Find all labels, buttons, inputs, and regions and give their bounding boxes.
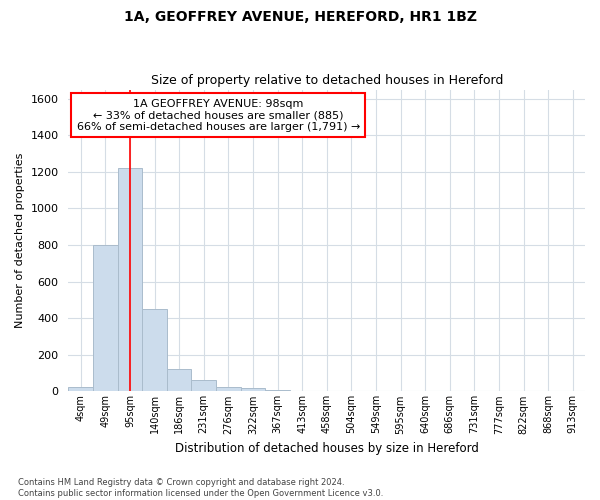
- Bar: [93, 245, 118, 392]
- Bar: [191, 380, 216, 392]
- Bar: [68, 388, 93, 392]
- Bar: [216, 387, 241, 392]
- Text: Contains HM Land Registry data © Crown copyright and database right 2024.
Contai: Contains HM Land Registry data © Crown c…: [18, 478, 383, 498]
- Bar: [142, 309, 167, 392]
- Bar: [118, 168, 142, 392]
- Bar: [265, 390, 290, 392]
- Bar: [241, 388, 265, 392]
- Bar: [167, 370, 191, 392]
- Title: Size of property relative to detached houses in Hereford: Size of property relative to detached ho…: [151, 74, 503, 87]
- Text: 1A, GEOFFREY AVENUE, HEREFORD, HR1 1BZ: 1A, GEOFFREY AVENUE, HEREFORD, HR1 1BZ: [124, 10, 476, 24]
- Y-axis label: Number of detached properties: Number of detached properties: [15, 153, 25, 328]
- Text: 1A GEOFFREY AVENUE: 98sqm
← 33% of detached houses are smaller (885)
66% of semi: 1A GEOFFREY AVENUE: 98sqm ← 33% of detac…: [77, 98, 360, 132]
- X-axis label: Distribution of detached houses by size in Hereford: Distribution of detached houses by size …: [175, 442, 479, 455]
